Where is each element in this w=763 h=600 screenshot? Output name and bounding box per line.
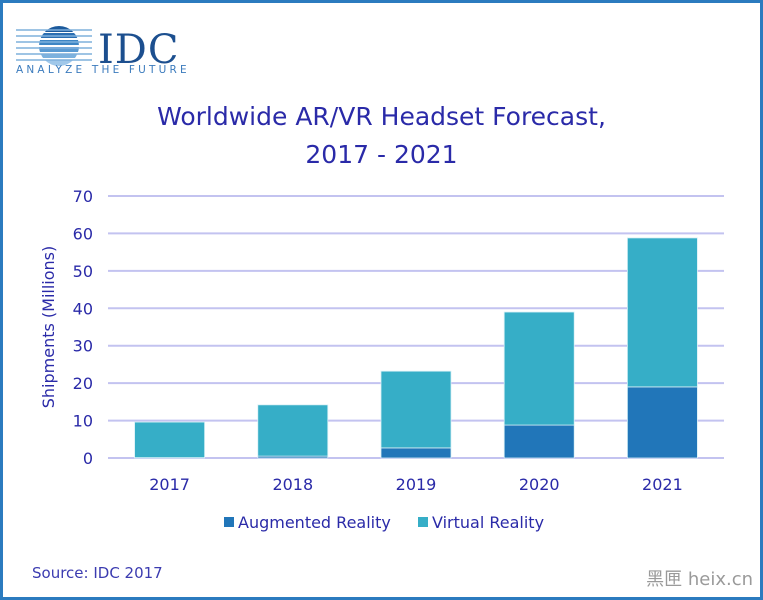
bar-augmented-reality-2021 — [627, 386, 698, 459]
idc-logo: IDC ANALYZE THE FUTURE — [14, 16, 194, 76]
watermark: 黑匣 heix.cn — [646, 569, 753, 590]
y-tick-label: 0 — [83, 449, 93, 468]
source-note: Source: IDC 2017 — [32, 564, 163, 582]
y-tick-label: 20 — [73, 374, 93, 393]
bar-virtual-reality-2018 — [257, 404, 329, 457]
y-tick-label: 70 — [73, 187, 93, 206]
bar-virtual-reality-2019 — [380, 370, 452, 449]
x-tick-label: 2017 — [149, 475, 190, 494]
bar-augmented-reality-2019 — [380, 447, 452, 459]
x-tick-label: 2021 — [642, 475, 683, 494]
x-tick-label: 2020 — [519, 475, 560, 494]
y-axis-label: Shipments (Millions) — [39, 246, 58, 409]
legend-swatch — [224, 517, 234, 527]
bar-virtual-reality-2021 — [627, 237, 698, 388]
legend-item-augmented-reality: Augmented Reality — [224, 513, 391, 532]
logo-wordmark: IDC — [98, 27, 180, 73]
bar-virtual-reality-2017 — [134, 421, 206, 459]
y-tick-label: 50 — [73, 262, 93, 281]
legend-swatch — [418, 517, 428, 527]
y-tick-label: 60 — [73, 224, 93, 243]
chart-title-line1: Worldwide AR/VR Headset Forecast, — [157, 102, 606, 131]
x-tick-label: 2018 — [272, 475, 313, 494]
legend-item-virtual-reality: Virtual Reality — [418, 513, 544, 532]
logo-tagline: ANALYZE THE FUTURE — [16, 64, 190, 76]
y-tick-label: 10 — [73, 412, 93, 431]
y-tick-label: 40 — [73, 299, 93, 318]
chart-title-line2: 2017 - 2021 — [305, 140, 458, 169]
legend: Augmented Reality Virtual Reality — [224, 513, 544, 532]
bar-augmented-reality-2020 — [503, 424, 575, 459]
bar-virtual-reality-2020 — [503, 311, 575, 426]
x-tick-label: 2019 — [396, 475, 437, 494]
y-tick-label: 30 — [73, 337, 93, 356]
legend-label: Virtual Reality — [432, 513, 544, 532]
legend-label: Augmented Reality — [238, 513, 391, 532]
idc-globe-icon — [16, 26, 92, 66]
